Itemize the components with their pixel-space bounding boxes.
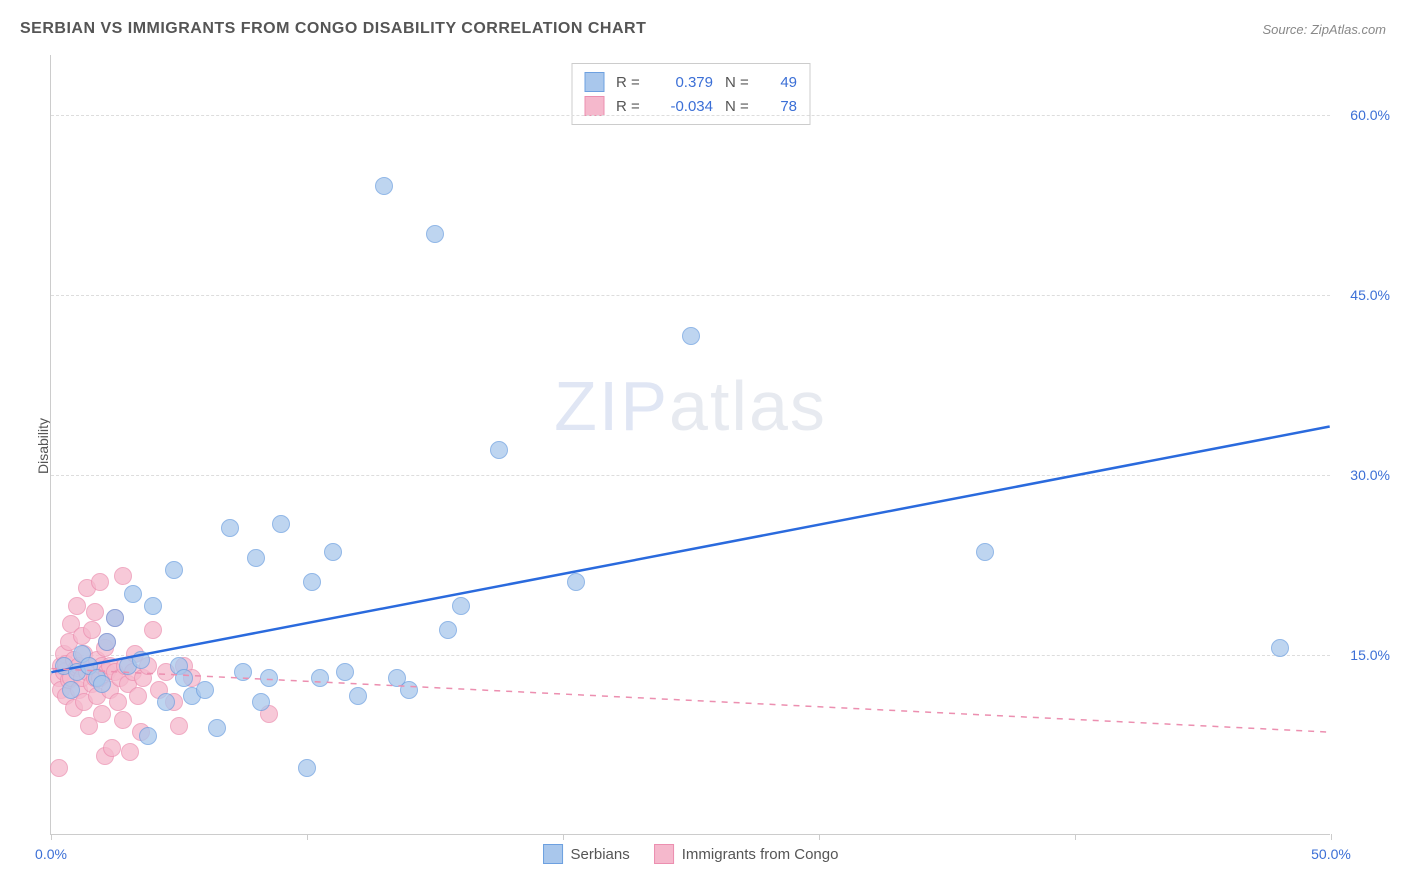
legend-r-value: -0.034 (658, 98, 713, 115)
x-tick (1331, 834, 1332, 840)
data-point (68, 597, 86, 615)
data-point (121, 743, 139, 761)
gridline (51, 655, 1330, 656)
x-tick-label: 0.0% (35, 846, 67, 862)
data-point (247, 549, 265, 567)
data-point (682, 327, 700, 345)
legend-series-name: Immigrants from Congo (682, 846, 839, 863)
data-point (91, 573, 109, 591)
data-point (139, 727, 157, 745)
legend-r-value: 0.379 (658, 74, 713, 91)
legend-swatch (543, 844, 563, 864)
data-point (336, 663, 354, 681)
data-point (426, 225, 444, 243)
page-title: SERBIAN VS IMMIGRANTS FROM CONGO DISABIL… (20, 20, 646, 38)
data-point (98, 633, 116, 651)
data-point (106, 609, 124, 627)
gridline (51, 475, 1330, 476)
data-point (260, 669, 278, 687)
y-tick-label: 30.0% (1350, 467, 1390, 483)
legend-n-value: 49 (767, 74, 797, 91)
data-point (165, 561, 183, 579)
x-tick-label: 50.0% (1311, 846, 1351, 862)
x-tick (51, 834, 52, 840)
legend-r-label: R = (616, 74, 646, 91)
watermark: ZIPatlas (554, 366, 827, 446)
data-point (208, 719, 226, 737)
data-point (132, 651, 150, 669)
data-point (114, 711, 132, 729)
data-point (124, 585, 142, 603)
data-point (375, 177, 393, 195)
data-point (490, 441, 508, 459)
data-point (1271, 639, 1289, 657)
data-point (86, 603, 104, 621)
y-axis-label: Disability (35, 418, 51, 474)
data-point (439, 621, 457, 639)
legend-swatch (654, 844, 674, 864)
data-point (452, 597, 470, 615)
y-tick-label: 60.0% (1350, 107, 1390, 123)
data-point (175, 669, 193, 687)
gridline (51, 115, 1330, 116)
series-legend: Serbians Immigrants from Congo (543, 844, 839, 864)
source-attribution: Source: ZipAtlas.com (1262, 22, 1386, 37)
data-point (349, 687, 367, 705)
data-point (567, 573, 585, 591)
data-point (50, 759, 68, 777)
trend-lines (51, 55, 1330, 834)
data-point (83, 621, 101, 639)
gridline (51, 295, 1330, 296)
x-tick (1075, 834, 1076, 840)
x-tick (819, 834, 820, 840)
y-tick-label: 15.0% (1350, 647, 1390, 663)
legend-swatch (584, 72, 604, 92)
data-point (311, 669, 329, 687)
legend-correlation-row: R = 0.379 N = 49 (584, 70, 797, 94)
data-point (93, 705, 111, 723)
legend-swatch (584, 96, 604, 116)
data-point (144, 621, 162, 639)
y-tick-label: 45.0% (1350, 287, 1390, 303)
data-point (252, 693, 270, 711)
legend-r-label: R = (616, 98, 646, 115)
data-point (400, 681, 418, 699)
x-tick (307, 834, 308, 840)
data-point (103, 739, 121, 757)
data-point (298, 759, 316, 777)
data-point (129, 687, 147, 705)
legend-n-value: 78 (767, 98, 797, 115)
data-point (234, 663, 252, 681)
data-point (144, 597, 162, 615)
legend-series-item: Immigrants from Congo (654, 844, 839, 864)
data-point (303, 573, 321, 591)
data-point (196, 681, 214, 699)
data-point (221, 519, 239, 537)
legend-n-label: N = (725, 74, 755, 91)
data-point (157, 693, 175, 711)
data-point (62, 681, 80, 699)
data-point (114, 567, 132, 585)
data-point (272, 515, 290, 533)
data-point (109, 693, 127, 711)
legend-series-item: Serbians (543, 844, 630, 864)
data-point (976, 543, 994, 561)
scatter-chart: ZIPatlas R = 0.379 N = 49 R = -0.034 N =… (50, 55, 1330, 835)
data-point (170, 717, 188, 735)
data-point (93, 675, 111, 693)
data-point (324, 543, 342, 561)
legend-n-label: N = (725, 98, 755, 115)
x-tick (563, 834, 564, 840)
legend-series-name: Serbians (571, 846, 630, 863)
